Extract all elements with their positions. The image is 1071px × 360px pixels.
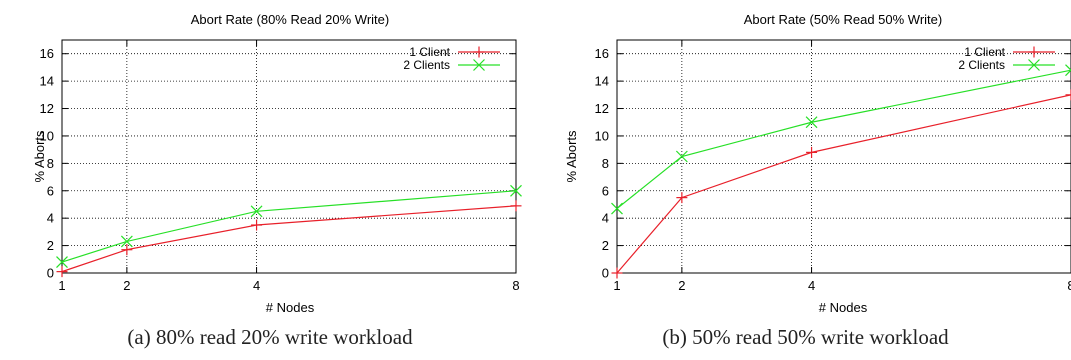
x-tick-label: 2 xyxy=(678,278,685,293)
data-point xyxy=(121,244,133,256)
legend-marker xyxy=(1028,46,1040,58)
marker-stroke xyxy=(1065,64,1071,72)
legend-marker xyxy=(473,46,485,58)
x-tick-label: 8 xyxy=(1067,278,1071,293)
series-line-2 xyxy=(616,69,1071,210)
legend-label: 1 Client xyxy=(409,45,450,59)
series-line-2 xyxy=(61,190,517,263)
x-tick-label: 2 xyxy=(123,278,130,293)
legend-label: 1 Client xyxy=(964,45,1005,59)
series-line-1 xyxy=(61,205,517,273)
y-tick-label: 6 xyxy=(602,183,609,198)
chart-b: Abort Rate (50% Read 50% Write)024681012… xyxy=(564,12,1071,315)
chart-title: Abort Rate (80% Read 20% Write) xyxy=(191,12,389,27)
data-point xyxy=(56,266,68,278)
x-tick-label: 1 xyxy=(613,278,620,293)
legend-label: 2 Clients xyxy=(403,58,450,72)
y-tick-label: 14 xyxy=(40,74,54,89)
data-point xyxy=(120,235,133,248)
x-axis-label: # Nodes xyxy=(819,300,868,315)
y-tick-label: 2 xyxy=(602,238,609,253)
x-tick-label: 4 xyxy=(253,278,260,293)
data-point xyxy=(675,150,688,163)
legend-marker xyxy=(1028,59,1040,71)
data-point xyxy=(611,202,623,215)
data-point xyxy=(251,219,263,231)
y-tick-label: 14 xyxy=(595,74,609,89)
plot-frame xyxy=(61,39,517,274)
data-point xyxy=(1065,64,1071,77)
chart-title: Abort Rate (50% Read 50% Write) xyxy=(744,12,942,27)
data-point xyxy=(676,192,688,204)
marker-stroke xyxy=(1065,69,1071,77)
plot-frame xyxy=(616,39,1071,274)
y-tick-label: 4 xyxy=(47,211,54,226)
y-axis-label: % Aborts xyxy=(32,130,47,183)
data-point xyxy=(805,116,818,129)
legend-label: 2 Clients xyxy=(958,58,1005,72)
marker-stroke xyxy=(675,150,688,163)
y-tick-label: 12 xyxy=(595,101,609,116)
y-tick-label: 16 xyxy=(595,46,609,61)
y-tick-label: 10 xyxy=(595,128,609,143)
data-point xyxy=(250,205,263,218)
y-tick-label: 0 xyxy=(47,266,54,281)
y-tick-label: 6 xyxy=(47,183,54,198)
series-line-1 xyxy=(616,94,1071,274)
data-point xyxy=(806,146,818,158)
x-axis-label: # Nodes xyxy=(266,300,315,315)
marker-stroke xyxy=(250,205,263,218)
x-tick-label: 8 xyxy=(512,278,519,293)
legend-marker xyxy=(473,59,485,71)
x-tick-label: 1 xyxy=(58,278,65,293)
marker-stroke xyxy=(473,59,485,71)
data-point xyxy=(510,200,522,212)
data-point xyxy=(56,256,68,268)
y-tick-label: 10 xyxy=(40,128,54,143)
y-tick-label: 0 xyxy=(602,266,609,281)
chart-a: Abort Rate (80% Read 20% Write)024681012… xyxy=(32,12,522,315)
marker-stroke xyxy=(611,202,623,215)
x-tick-label: 4 xyxy=(808,278,815,293)
marker-stroke xyxy=(510,184,522,197)
y-tick-label: 12 xyxy=(40,101,54,116)
y-tick-label: 2 xyxy=(47,238,54,253)
y-tick-label: 16 xyxy=(40,46,54,61)
data-point xyxy=(1065,89,1071,101)
y-tick-label: 8 xyxy=(602,156,609,171)
caption-b: (b) 50% read 50% write workload xyxy=(662,325,949,349)
y-axis-label: % Aborts xyxy=(564,130,579,183)
marker-stroke xyxy=(120,235,133,248)
data-point xyxy=(510,184,522,197)
y-tick-label: 4 xyxy=(602,211,609,226)
marker-stroke xyxy=(56,256,68,268)
caption-a: (a) 80% read 20% write workload xyxy=(127,325,413,349)
marker-stroke xyxy=(1028,59,1040,71)
y-tick-label: 8 xyxy=(47,156,54,171)
marker-stroke xyxy=(805,116,818,129)
data-point xyxy=(611,267,623,279)
